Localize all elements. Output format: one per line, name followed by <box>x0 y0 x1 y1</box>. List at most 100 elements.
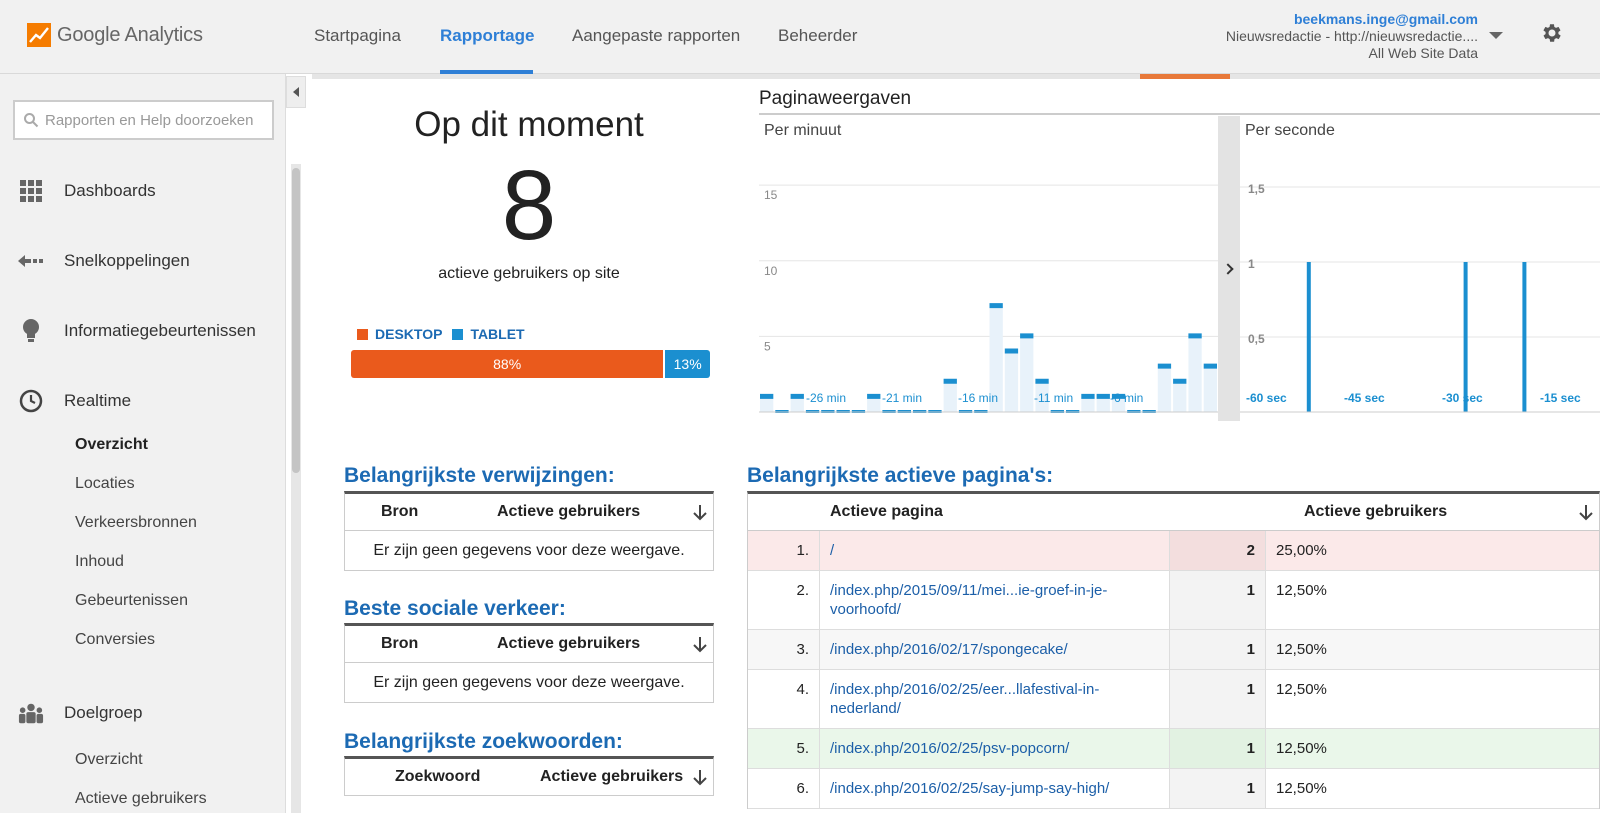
caret-down-icon[interactable] <box>1489 32 1503 39</box>
sidebar-scrollbar-thumb[interactable] <box>292 168 300 473</box>
column-header-keyword[interactable]: Zoekwoord <box>395 768 481 785</box>
row-index: 3. <box>748 630 820 669</box>
tab-beheerder[interactable]: Beheerder <box>778 26 858 45</box>
column-header-users[interactable]: Actieve gebruikers <box>497 635 641 652</box>
active-users-value: 1 <box>1170 571 1266 629</box>
table-row[interactable]: 5./index.php/2016/02/25/psv-popcorn/1 12,… <box>748 729 1599 769</box>
column-header-users[interactable]: Actieve gebruikers <box>497 503 641 520</box>
page-link[interactable]: /index.php/2016/02/25/eer...llafestival-… <box>820 670 1170 728</box>
empty-message: Er zijn geen gegevens voor deze weergave… <box>345 531 713 571</box>
table-header: Zoekwoord Actieve gebruikers <box>345 759 713 796</box>
legend-label: DESKTOP <box>375 326 443 342</box>
top-bar: Google Analytics Startpagina Rapportage … <box>0 0 1600 74</box>
sidebar-sub-actieve-gebruikers[interactable]: Actieve gebruikers <box>75 790 207 807</box>
sidebar-sub-gebeurtenissen[interactable]: Gebeurtenissen <box>75 592 188 609</box>
social-title: Beste sociale verkeer: <box>344 597 566 620</box>
keywords-title: Belangrijkste zoekwoorden: <box>344 730 623 753</box>
bar-area <box>1096 396 1110 412</box>
sort-desc-icon[interactable] <box>1579 504 1593 522</box>
sort-desc-icon[interactable] <box>693 504 707 522</box>
sidebar-sub-inhoud[interactable]: Inhoud <box>75 553 124 570</box>
active-users-value: 2 <box>1170 531 1266 570</box>
bar-cap <box>1020 333 1034 339</box>
gear-icon[interactable] <box>1540 21 1564 45</box>
x-tick-label: -6 min <box>1110 391 1143 405</box>
bar-cap <box>1035 378 1049 384</box>
table-row[interactable]: 3./index.php/2016/02/17/spongecake/1 12,5… <box>748 630 1599 670</box>
collapse-sidebar-button[interactable] <box>286 76 306 108</box>
active-users-value: 1 <box>1170 769 1266 808</box>
page-link[interactable]: /index.php/2016/02/25/say-jump-say-high/ <box>820 769 1170 808</box>
analytics-logo-icon <box>27 23 51 47</box>
active-users-percent: 12,50% <box>1276 740 1327 757</box>
sidebar-item-informatiegebeurtenissen[interactable]: Informatiegebeurtenissen <box>0 316 280 346</box>
tab-aangepaste-rapporten[interactable]: Aangepaste rapporten <box>572 26 741 45</box>
bar-area <box>1111 396 1126 412</box>
sidebar-item-label: Doelgroep <box>64 703 143 722</box>
y-tick-label: 5 <box>764 339 771 353</box>
account-selector[interactable]: beekmans.inge@gmail.com Nieuwsredactie -… <box>1226 11 1478 62</box>
bar-cap <box>1096 393 1110 399</box>
table-row[interactable]: 2./index.php/2015/09/11/mei...ie-groef-i… <box>748 571 1599 630</box>
page-link[interactable]: /index.php/2015/09/11/mei...ie-groef-in-… <box>820 571 1170 629</box>
table-row[interactable]: 6./index.php/2016/02/25/say-jump-say-hig… <box>748 769 1599 809</box>
column-header-users[interactable]: Actieve gebruikers <box>540 768 684 785</box>
table-row[interactable]: 4./index.php/2016/02/25/eer...llafestiva… <box>748 670 1599 729</box>
y-tick-label: 1 <box>1248 257 1255 271</box>
shortcut-arrow-icon <box>18 248 44 274</box>
active-pages-title: Belangrijkste actieve pagina's: <box>747 464 1054 487</box>
search-input[interactable]: Rapporten en Help doorzoeken <box>13 100 274 140</box>
per-minute-label: Per minuut <box>764 122 842 139</box>
expand-chart-button[interactable] <box>1218 116 1240 421</box>
bar-area <box>989 306 1003 412</box>
active-users-percent: 12,50% <box>1276 780 1327 797</box>
sidebar-item-dashboards[interactable]: Dashboards <box>0 176 280 206</box>
row-index: 5. <box>748 729 820 768</box>
x-tick-label: -21 min <box>882 391 922 405</box>
column-header-source[interactable]: Bron <box>381 503 419 520</box>
keywords-table: Zoekwoord Actieve gebruikers <box>344 756 714 796</box>
active-tab-indicator <box>440 70 533 74</box>
legend-desktop: DESKTOP <box>357 326 442 342</box>
sidebar-item-snelkoppelingen[interactable]: Snelkoppelingen <box>0 246 280 276</box>
per-minute-chart-svg: 15 10 5 -26 min -21 min -16 min -11 min -6 min <box>759 184 1218 413</box>
column-header-users[interactable]: Actieve gebruikers <box>1304 503 1448 520</box>
sidebar-sub-doelgroep-overzicht[interactable]: Overzicht <box>75 751 143 768</box>
sidebar-item-realtime[interactable]: Realtime <box>0 386 280 416</box>
row-index: 6. <box>748 769 820 808</box>
tab-startpagina[interactable]: Startpagina <box>314 26 401 45</box>
sidebar-item-doelgroep[interactable]: Doelgroep <box>0 698 280 728</box>
page-link[interactable]: /index.php/2016/02/17/spongecake/ <box>820 630 1170 669</box>
sort-desc-icon[interactable] <box>693 769 707 787</box>
x-tick-label: -60 sec <box>1246 391 1287 405</box>
bar <box>1306 262 1311 412</box>
bar-area <box>1004 351 1019 412</box>
bar-area <box>1020 336 1034 412</box>
sort-desc-icon[interactable] <box>693 636 707 654</box>
active-users-percent: 12,50% <box>1276 681 1327 698</box>
grid-icon <box>18 178 44 204</box>
column-header-page[interactable]: Actieve pagina <box>830 503 943 520</box>
legend-label: TABLET <box>470 326 525 342</box>
referrals-table: Bron Actieve gebruikers Er zijn geen geg… <box>344 491 714 571</box>
google-analytics-logo[interactable]: Google Analytics <box>27 20 203 50</box>
sidebar-sub-locaties[interactable]: Locaties <box>75 475 135 492</box>
sidebar-item-label: Snelkoppelingen <box>64 251 190 270</box>
sidebar-item-label: Dashboards <box>64 181 156 200</box>
column-header-source[interactable]: Bron <box>381 635 419 652</box>
page-link[interactable]: /index.php/2016/02/25/psv-popcorn/ <box>820 729 1170 768</box>
bar-cap <box>1203 363 1217 369</box>
bar-cap <box>989 303 1003 309</box>
table-row[interactable]: 1./2 25,00% <box>748 531 1599 571</box>
clock-icon <box>18 388 44 414</box>
sidebar-sub-overzicht[interactable]: Overzicht <box>75 436 148 453</box>
sidebar-sub-conversies[interactable]: Conversies <box>75 631 156 648</box>
x-tick-label: -45 sec <box>1344 391 1385 405</box>
bar-cap <box>1004 348 1019 354</box>
tab-rapportage[interactable]: Rapportage <box>440 26 535 45</box>
sidebar-scrollbar[interactable] <box>291 164 301 813</box>
sidebar-sub-verkeersbronnen[interactable]: Verkeersbronnen <box>75 514 197 531</box>
page-link[interactable]: / <box>820 531 1170 570</box>
row-index: 2. <box>748 571 820 629</box>
empty-message: Er zijn geen gegevens voor deze weergave… <box>345 663 713 703</box>
